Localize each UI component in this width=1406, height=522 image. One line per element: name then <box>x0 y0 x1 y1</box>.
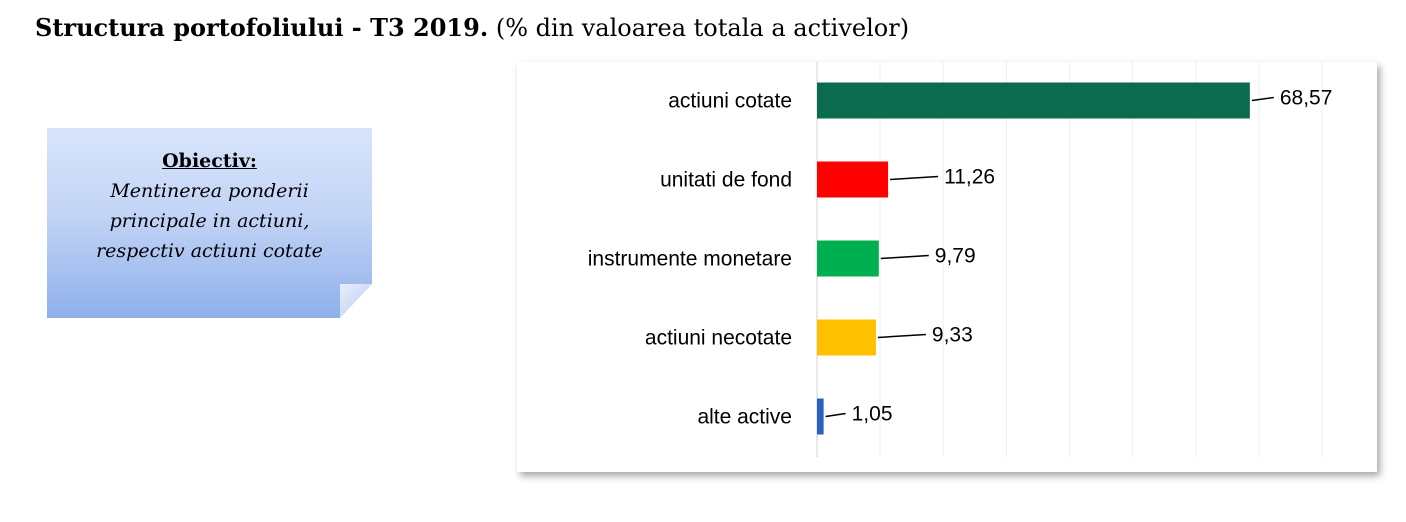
note-line: principale in actiuni, <box>109 210 310 232</box>
bar <box>817 161 889 198</box>
category-label: actiuni cotate <box>668 90 792 113</box>
bar <box>817 82 1250 119</box>
note-heading: Obiectiv: <box>162 150 257 172</box>
bar <box>817 398 824 435</box>
leader-line <box>825 412 846 418</box>
category-label: alte active <box>697 406 792 429</box>
leader-line <box>880 254 929 260</box>
title-subtitle: (% din valoarea totala a activelor) <box>495 14 910 42</box>
bar <box>817 240 879 277</box>
page-title: Structura portofoliului - T3 2019. (% di… <box>35 13 909 42</box>
data-label: 9,33 <box>932 324 973 347</box>
title-main: Structura portofoliului - T3 2019. <box>35 13 489 42</box>
leader-line <box>877 333 926 339</box>
chart-svg: actiuni cotate 68,57 unitati de fond 11,26 i… <box>588 62 1333 457</box>
note-line: respectiv actiuni cotate <box>96 240 323 262</box>
data-label: 9,79 <box>935 245 976 268</box>
data-label: 11,26 <box>944 166 995 189</box>
note-page-curl <box>340 284 372 318</box>
leader-line <box>1251 96 1274 102</box>
data-label: 1,05 <box>852 403 893 426</box>
category-label: actiuni necotate <box>645 327 792 350</box>
category-label: unitati de fond <box>660 169 792 192</box>
data-label: 68,57 <box>1280 87 1333 110</box>
bar-chart: actiuni cotate 68,57 unitati de fond 11,26 i… <box>517 62 1377 472</box>
category-label: instrumente monetare <box>588 248 792 271</box>
note-line: Mentinerea ponderii <box>110 180 309 202</box>
bar <box>817 319 876 356</box>
leader-line <box>890 175 939 181</box>
objective-note <box>47 128 372 318</box>
objective-note-text: Obiectiv: Mentinerea ponderii principale… <box>47 146 372 266</box>
